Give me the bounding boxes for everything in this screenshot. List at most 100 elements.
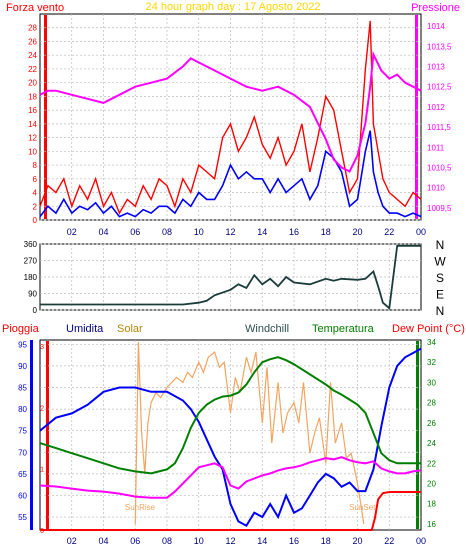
legend-label: Temperatura bbox=[312, 323, 375, 335]
legend-label: Umidita bbox=[66, 323, 104, 335]
y-left-tick-label: 16 bbox=[28, 106, 37, 115]
y-left-tick-label: 14 bbox=[28, 120, 37, 129]
compass-label: N bbox=[436, 304, 445, 318]
plot-frame bbox=[39, 13, 422, 221]
sun-annotation: SunRise bbox=[125, 503, 156, 512]
x-tick-label: 16 bbox=[289, 536, 299, 546]
y-temperature-tick-label: 22 bbox=[427, 459, 436, 468]
y-right-tick-label: 1013 bbox=[427, 63, 445, 72]
x-tick-label: 00 bbox=[416, 227, 426, 237]
y-humidity-tick-label: 55 bbox=[18, 513, 27, 522]
compass-label: S bbox=[436, 271, 444, 285]
y-humidity-tick-label: 80 bbox=[18, 405, 27, 414]
x-tick-label: 08 bbox=[162, 227, 172, 237]
x-tick-label: 16 bbox=[289, 227, 299, 237]
y-right-tick-label: 1012,5 bbox=[427, 83, 452, 92]
y-humidity-tick-label: 85 bbox=[18, 384, 27, 393]
chart-title: 24 hour graph day : 17 Agosto 2022 bbox=[146, 1, 321, 13]
y-rain-tick-label: 0 bbox=[40, 528, 44, 535]
right-axis-label: Pressione bbox=[411, 2, 460, 14]
y-humidity-tick-label: 60 bbox=[18, 491, 27, 500]
y-left-tick-label: 0 bbox=[33, 306, 38, 315]
legend-label: Solar bbox=[117, 323, 143, 335]
y-left-tick-label: 8 bbox=[33, 161, 38, 170]
legend-label: Windchill bbox=[245, 323, 289, 335]
y-left-tick-label: 360 bbox=[24, 240, 38, 249]
y-left-tick-label: 2 bbox=[33, 202, 38, 211]
compass-label: E bbox=[436, 288, 444, 302]
y-temperature-tick-label: 34 bbox=[427, 338, 436, 347]
x-tick-label: 12 bbox=[225, 227, 235, 237]
humidity-temperature-chart: 02 04 06 08 10 12 14 16 18 20 22 005560657075808590… bbox=[2, 323, 465, 546]
x-tick-label: 02 bbox=[67, 227, 77, 237]
gust-line bbox=[39, 20, 422, 215]
x-tick-label: 18 bbox=[321, 227, 331, 237]
y-rain-tick-label: 3 bbox=[40, 344, 44, 351]
humidity-line bbox=[39, 347, 422, 528]
y-humidity-tick-label: 75 bbox=[18, 427, 27, 436]
x-tick-label: 14 bbox=[257, 536, 267, 546]
x-tick-label: 10 bbox=[194, 536, 204, 546]
x-tick-label: 14 bbox=[257, 227, 267, 237]
y-humidity-tick-label: 95 bbox=[18, 340, 27, 349]
x-tick-label: 04 bbox=[98, 536, 108, 546]
y-temperature-tick-label: 26 bbox=[427, 419, 436, 428]
y-left-tick-label: 90 bbox=[28, 290, 37, 299]
x-tick-label: 04 bbox=[98, 227, 108, 237]
y-left-tick-label: 0 bbox=[33, 216, 38, 225]
y-left-tick-label: 12 bbox=[28, 134, 37, 143]
x-tick-label: 22 bbox=[384, 227, 394, 237]
y-rain-tick-label: 2 bbox=[40, 405, 44, 412]
rain-axis-bar bbox=[46, 341, 49, 529]
y-right-tick-label: 1010 bbox=[427, 184, 445, 193]
y-left-tick-label: 10 bbox=[28, 147, 37, 156]
y-right-tick-label: 1014 bbox=[427, 22, 445, 31]
y-left-tick-label: 24 bbox=[28, 51, 37, 60]
dew-point-line bbox=[39, 456, 422, 499]
temperature-line bbox=[39, 356, 421, 475]
y-right-tick-label: 1012 bbox=[427, 103, 445, 112]
x-tick-label: 22 bbox=[384, 536, 394, 546]
y-left-tick-label: 28 bbox=[28, 24, 37, 33]
y-left-tick-label: 4 bbox=[33, 189, 38, 198]
y-left-tick-label: 22 bbox=[28, 65, 37, 74]
y-left-tick-label: 20 bbox=[28, 79, 37, 88]
y-humidity-tick-label: 90 bbox=[18, 362, 27, 371]
y-rain-tick-label: 1 bbox=[40, 467, 44, 474]
y-right-tick-label: 1013,5 bbox=[427, 42, 452, 51]
y-temperature-tick-label: 30 bbox=[427, 378, 436, 387]
wind-average-line bbox=[39, 130, 422, 218]
humidity-axis-bar bbox=[30, 340, 33, 530]
y-temperature-tick-label: 24 bbox=[427, 439, 436, 448]
x-tick-label: 10 bbox=[194, 227, 204, 237]
y-humidity-tick-label: 65 bbox=[18, 470, 27, 479]
y-humidity-tick-label: 70 bbox=[18, 448, 27, 457]
y-left-tick-label: 270 bbox=[24, 257, 38, 266]
y-temperature-tick-label: 18 bbox=[427, 500, 436, 509]
legend-label: Dew Point (°C) bbox=[392, 323, 465, 335]
compass-label: N bbox=[436, 238, 445, 252]
y-right-tick-label: 1010,5 bbox=[427, 163, 452, 172]
compass-label: W bbox=[434, 255, 446, 269]
legend-label: Pioggia bbox=[2, 323, 40, 335]
x-tick-label: 08 bbox=[162, 536, 172, 546]
x-tick-label: 06 bbox=[130, 227, 140, 237]
y-temperature-tick-label: 16 bbox=[427, 520, 436, 529]
y-temperature-tick-label: 32 bbox=[427, 358, 436, 367]
temperature-axis-bar bbox=[416, 341, 419, 529]
y-left-tick-label: 18 bbox=[28, 92, 37, 101]
y-temperature-tick-label: 20 bbox=[427, 480, 436, 489]
right-axis-bar bbox=[415, 15, 418, 219]
wind-pressure-chart: 02 04 06 08 10 12 14 16 18 20 22 000246810121416182… bbox=[6, 1, 460, 237]
y-left-tick-label: 180 bbox=[24, 273, 38, 282]
y-temperature-tick-label: 28 bbox=[427, 399, 436, 408]
y-left-tick-label: 6 bbox=[33, 175, 38, 184]
wind-direction-line bbox=[40, 244, 421, 310]
rain-line bbox=[40, 491, 421, 531]
x-tick-label: 20 bbox=[352, 536, 362, 546]
y-right-tick-label: 1009,5 bbox=[427, 204, 452, 213]
x-tick-label: 18 bbox=[321, 536, 331, 546]
